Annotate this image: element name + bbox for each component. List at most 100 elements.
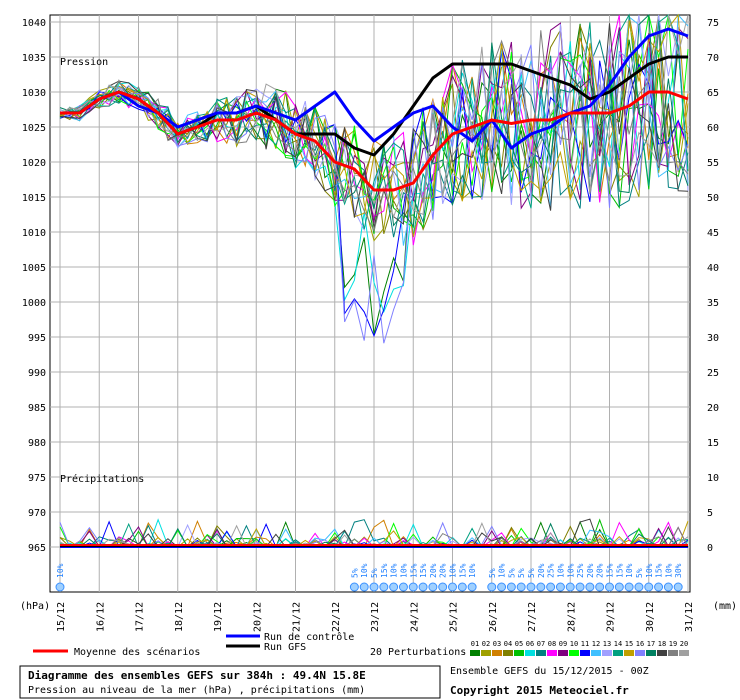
snow-prob-label: 20%	[537, 563, 546, 578]
legend-pert-swatch	[613, 650, 623, 656]
snow-prob-label: 10%	[390, 563, 399, 578]
snow-prob-marker: 20%	[595, 563, 605, 592]
legend-pert-id: 19	[669, 640, 677, 648]
y-left-tick-label: 1000	[22, 298, 46, 309]
snow-prob-label: 10%	[399, 563, 408, 578]
snow-prob-marker: 10%	[55, 563, 65, 592]
legend-pert-id: 18	[658, 640, 666, 648]
snow-prob-label: 10%	[556, 563, 565, 578]
snow-prob-marker: 5%	[349, 568, 359, 592]
snowflake-icon	[389, 582, 399, 592]
legend-pert-swatch	[635, 650, 645, 656]
y-left-unit: (hPa)	[20, 601, 50, 612]
snow-prob-label: 10%	[566, 563, 575, 578]
y-left-tick-label: 1035	[22, 53, 46, 64]
legend-pert-swatch	[503, 650, 513, 656]
caption-box	[19, 665, 441, 699]
snowflake-icon	[536, 582, 546, 592]
legend-pert-id: 06	[526, 640, 534, 648]
snowflake-icon	[448, 582, 457, 592]
snowflake-icon	[359, 582, 369, 592]
snow-prob-label: 10%	[625, 563, 634, 578]
snow-prob-marker: 10%	[448, 563, 458, 592]
perturbation-line-08	[59, 14, 689, 246]
legend-control-label: Run de contrôle	[264, 631, 354, 643]
y-left-tick-label: 1025	[22, 123, 46, 134]
snow-prob-marker: 20%	[536, 563, 546, 592]
snow-prob-marker: 30%	[673, 563, 683, 592]
snowflake-icon	[467, 582, 477, 592]
legend-pert-swatch	[470, 650, 480, 656]
snow-prob-marker: 25%	[546, 563, 556, 592]
y-right-tick-label: 15	[707, 438, 719, 449]
y-left-tick-label: 1015	[22, 193, 46, 204]
snowflake-icon	[438, 582, 448, 592]
snow-prob-marker: 15%	[408, 563, 418, 592]
snow-prob-marker: 15%	[605, 563, 615, 592]
legend-perturbation-swatches: 01 02 03 04 05 06 07 08 09 10 11 12 13 14 15 16 17 18 19 20	[470, 640, 689, 656]
y-right-tick-label: 70	[707, 53, 719, 64]
snowflake-icon	[349, 582, 359, 592]
snow-prob-label: 10%	[468, 563, 477, 578]
y-left-tick-label: 970	[28, 508, 46, 519]
x-tick-label: 20/12	[252, 602, 263, 632]
snow-prob-label: 5%	[635, 568, 644, 578]
snow-prob-marker: 5%	[526, 568, 536, 592]
y-left-tick-label: 985	[28, 403, 46, 414]
snow-prob-label: 15%	[409, 563, 418, 578]
y-left-tick-label: 1020	[22, 158, 46, 169]
snowflake-icon	[408, 582, 418, 592]
snow-prob-marker: 15%	[379, 563, 389, 592]
legend: Moyenne des scénarios Run de contrôle Ru…	[33, 631, 689, 658]
snow-prob-label: 5%	[350, 568, 359, 578]
snow-prob-label: 15%	[458, 563, 467, 578]
y-left-tick-label: 1005	[22, 263, 46, 274]
snowflake-icon	[379, 582, 389, 592]
snow-prob-label: 15%	[419, 563, 428, 578]
perturbation-line-10	[59, 14, 689, 229]
snow-prob-label: 5%	[507, 568, 516, 578]
snowflake-icon	[644, 582, 654, 592]
snowflake-icon	[418, 582, 428, 592]
snow-prob-label: 5%	[488, 568, 497, 578]
snowflake-icon	[516, 582, 526, 592]
legend-pert-id: 13	[603, 640, 611, 648]
snowflake-icon	[663, 582, 673, 592]
legend-pert-id: 09	[559, 640, 567, 648]
legend-pert-id: 03	[493, 640, 501, 648]
snowflake-icon	[654, 582, 664, 592]
snow-prob-marker: 10%	[359, 563, 369, 592]
x-tick-label: 27/12	[527, 602, 538, 632]
snow-prob-label: 20%	[596, 563, 605, 578]
y-right-tick-label: 5	[707, 508, 713, 519]
perturbation-line-17	[59, 13, 689, 228]
snow-prob-marker: 5%	[634, 568, 644, 592]
legend-pert-swatch	[668, 650, 678, 656]
y-left-tick-label: 965	[28, 543, 46, 554]
legend-pert-swatch	[569, 650, 579, 656]
snow-prob-label: 5%	[527, 568, 536, 578]
legend-pert-id: 07	[537, 640, 545, 648]
legend-mean-label: Moyenne des scénarios	[74, 646, 200, 658]
snow-prob-label: 15%	[655, 563, 664, 578]
snow-prob-marker: 5%	[506, 568, 516, 592]
snow-prob-label: 10%	[56, 563, 65, 578]
snowflake-icon	[575, 582, 585, 592]
y-right-tick-label: 20	[707, 403, 719, 414]
perturbation-line-05	[59, 64, 689, 235]
y-right-tick-label: 35	[707, 298, 719, 309]
y-right-tick-label: 60	[707, 123, 719, 134]
legend-pert-swatch	[525, 650, 535, 656]
snowflake-icon	[595, 582, 605, 592]
y-left-tick-label: 1040	[22, 18, 46, 29]
perturbation-line-14	[59, 13, 689, 237]
x-tick-label: 21/12	[292, 602, 303, 632]
snow-prob-label: 15%	[380, 563, 389, 578]
snowflake-icon	[487, 582, 497, 592]
snow-prob-marker: 15%	[654, 563, 664, 592]
y-right-tick-label: 65	[707, 88, 719, 99]
snowflake-icon	[673, 582, 683, 592]
legend-pert-id: 04	[504, 640, 512, 648]
perturbation-line-19	[59, 30, 689, 233]
